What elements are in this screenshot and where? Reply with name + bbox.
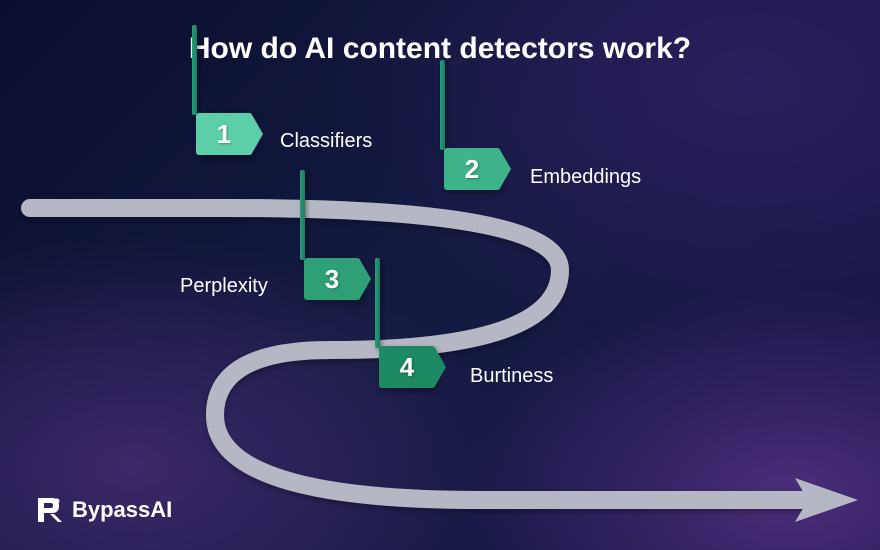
flag-number: 2 bbox=[465, 154, 479, 185]
flag-banner-icon: 4 bbox=[379, 346, 435, 388]
flag-label-3: Perplexity bbox=[180, 275, 268, 298]
flag-label-1: Classifiers bbox=[280, 130, 372, 153]
flag-pole-icon bbox=[192, 25, 197, 115]
flag-number: 3 bbox=[325, 264, 339, 295]
flag-banner-icon: 3 bbox=[304, 258, 360, 300]
brand-logo: BypassAI bbox=[32, 494, 172, 526]
flag-banner-icon: 1 bbox=[196, 113, 252, 155]
flag-banner-icon: 2 bbox=[444, 148, 500, 190]
flag-number: 4 bbox=[400, 352, 414, 383]
logo-text: BypassAI bbox=[72, 497, 172, 523]
flag-number: 1 bbox=[217, 119, 231, 150]
flag-label-2: Embeddings bbox=[530, 166, 641, 189]
logo-icon bbox=[32, 494, 64, 526]
flag-label-4: Burtiness bbox=[470, 365, 553, 388]
flag-pole-icon bbox=[375, 258, 380, 348]
flag-pole-icon bbox=[300, 170, 305, 260]
flag-pole-icon bbox=[440, 60, 445, 150]
